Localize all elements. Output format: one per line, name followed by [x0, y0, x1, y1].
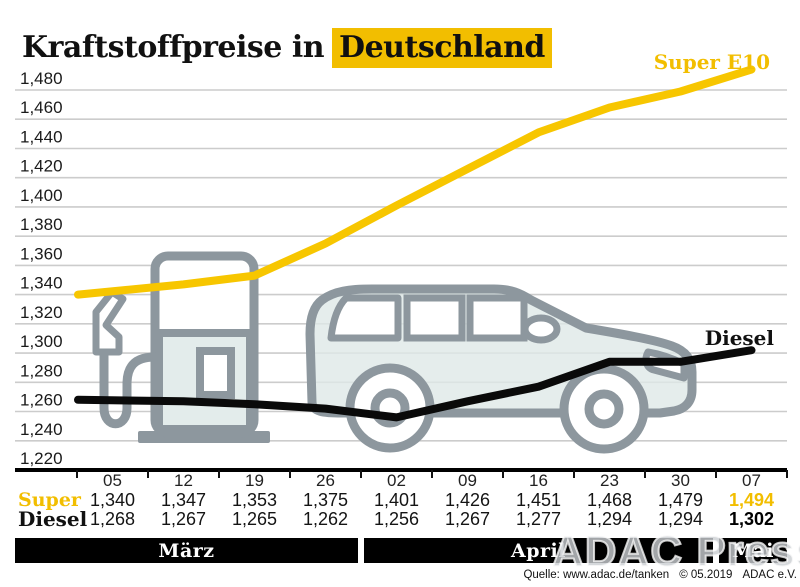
y-axis-label: 1,400: [20, 186, 63, 205]
y-axis-label: 1,260: [20, 391, 63, 410]
car-front-hub: [584, 389, 624, 429]
super-price-cell: 1,494: [728, 490, 775, 510]
y-axis-label: 1,280: [20, 361, 63, 380]
y-axis-label: 1,340: [20, 274, 63, 293]
super-price-cell: 1,451: [515, 490, 562, 510]
car-window-front: [466, 294, 528, 342]
super-price-cell: 1,375: [302, 490, 349, 510]
car-illustration: [305, 284, 697, 454]
super-price-cell: 1,426: [444, 490, 491, 510]
diesel-price-cell: 1,277: [515, 509, 562, 529]
diesel-price-cell: 1,262: [302, 509, 349, 529]
car-quarter-window: [521, 314, 561, 344]
x-axis-date: 16: [529, 471, 548, 490]
source-line: Quelle: www.adac.de/tanken © 05.2019 ADAC …: [523, 569, 797, 581]
super-price-cell: 1,468: [586, 490, 633, 510]
pump-window: [196, 347, 235, 399]
x-axis-date: 26: [316, 471, 335, 490]
title-highlight: Deutschland: [332, 28, 552, 69]
super-price-cell: 1,401: [373, 490, 420, 510]
diesel-price-cell: 1,256: [373, 509, 420, 529]
series-line-super-e10: [74, 65, 756, 299]
table-row-label-diesel: Diesel: [18, 507, 88, 531]
x-axis-date: 02: [387, 471, 406, 490]
super-price-row: 1,340 1,347 1,353 1,375 1,401 1,426 1,451 1,468…: [77, 491, 787, 510]
y-axis-label: 1,240: [20, 420, 63, 439]
series-label-diesel: Diesel: [705, 326, 775, 350]
super-price-cell: 1,340: [89, 490, 136, 510]
diesel-price-cell: 1,294: [657, 509, 704, 529]
super-price-cell: 1,347: [160, 490, 207, 510]
x-axis-date-row: 05 12 19 26 02 09 16 23 30 07: [77, 472, 787, 490]
x-axis-date: 19: [245, 471, 264, 490]
super-price-cell: 1,353: [231, 490, 278, 510]
y-axis-label: 1,420: [20, 157, 63, 176]
diesel-price-cell: 1,268: [89, 509, 136, 529]
y-axis-label: 1,480: [20, 69, 63, 88]
y-axis-label: 1,440: [20, 128, 63, 147]
x-axis-date: 07: [742, 471, 761, 490]
pump-nozzle: [92, 288, 127, 356]
fuel-pump-illustration: [92, 251, 270, 443]
title-prefix: Kraftstoffpreise in: [22, 30, 325, 66]
diesel-price-cell: 1,267: [444, 509, 491, 529]
series-label-super-e10: Super E10: [654, 50, 770, 74]
x-axis-date: 09: [458, 471, 477, 490]
month-band-mai: Mai: [719, 538, 787, 563]
series-line-diesel: [74, 346, 756, 422]
x-axis: [15, 468, 788, 478]
diesel-price-row: 1,268 1,267 1,265 1,262 1,256 1,267 1,277 1,294…: [77, 510, 787, 529]
y-axis-label: 1,380: [20, 215, 63, 234]
data-series-lines: [74, 65, 756, 422]
y-axis-label: 1,460: [20, 98, 63, 117]
table-row-label-super: Super: [18, 489, 81, 511]
y-axis-label: 1,300: [20, 332, 63, 351]
y-axis-label: 1,320: [20, 303, 63, 322]
car-window-mid: [403, 294, 466, 342]
y-axis-label: 1,220: [20, 449, 63, 468]
diesel-price-cell: 1,302: [728, 509, 775, 529]
diesel-price-cell: 1,294: [586, 509, 633, 529]
x-axis-date: 05: [103, 471, 122, 490]
month-band-märz: März: [15, 538, 358, 563]
pump-hose: [99, 348, 160, 429]
y-axis-label: 1,360: [20, 244, 63, 263]
x-axis-date: 23: [600, 471, 619, 490]
x-axis-date: 12: [174, 471, 193, 490]
page-title: Kraftstoffpreise in Deutschland: [22, 28, 552, 69]
car-window-rear: [327, 294, 402, 342]
super-price-cell: 1,479: [657, 490, 704, 510]
diesel-price-cell: 1,267: [160, 509, 207, 529]
x-axis-date: 30: [671, 471, 690, 490]
source-label: Quelle: www.adac.de/tanken: [523, 569, 670, 581]
source-org: ADAC e.V.: [742, 569, 797, 581]
month-band-april: April: [364, 538, 713, 563]
source-copyright: © 05.2019: [679, 569, 733, 581]
diesel-price-cell: 1,265: [231, 509, 278, 529]
